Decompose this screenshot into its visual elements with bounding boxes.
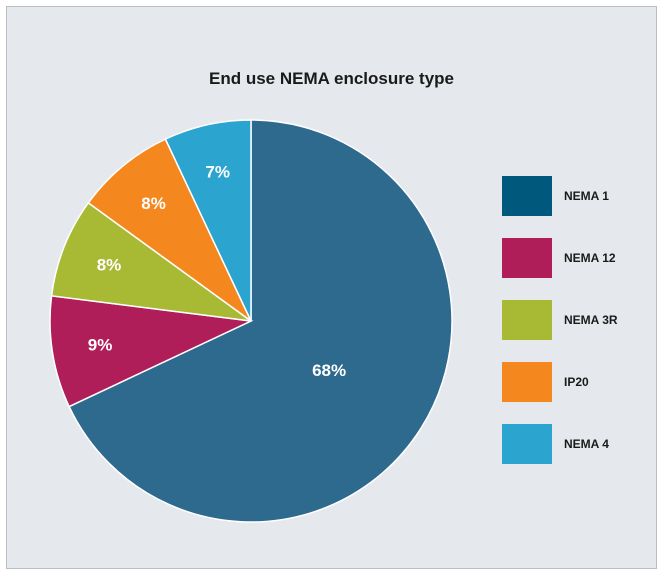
legend-label: NEMA 3R [564, 313, 618, 327]
legend-label: NEMA 4 [564, 437, 609, 451]
legend-item-nema-3r: NEMA 3R [502, 300, 642, 340]
pie-slice-label: 68% [312, 361, 346, 380]
legend-item-ip20: IP20 [502, 362, 642, 402]
legend-item-nema-1: NEMA 1 [502, 176, 642, 216]
pie-slice-label: 8% [141, 194, 166, 213]
legend-swatch-ip20 [502, 362, 552, 402]
legend-label: NEMA 12 [564, 251, 616, 265]
pie-slice-nema-1 [68, 119, 453, 523]
pie-slice-nema-12 [49, 294, 254, 408]
pie-slice-label: 9% [88, 335, 113, 354]
pie-slice-label: 7% [205, 162, 230, 181]
chart-legend: NEMA 1 NEMA 12 NEMA 3R IP20 NEMA 4 [502, 176, 642, 486]
legend-swatch-nema-12 [502, 238, 552, 278]
chart-title: End use NEMA enclosure type [209, 69, 454, 88]
pie-slice-nema-4 [164, 119, 252, 322]
legend-item-nema-4: NEMA 4 [502, 424, 642, 464]
legend-item-nema-12: NEMA 12 [502, 238, 642, 278]
pie-slice-nema-3r [50, 201, 252, 322]
legend-swatch-nema-3r [502, 300, 552, 340]
legend-swatch-nema-1 [502, 176, 552, 216]
pie-slice-label: 8% [97, 255, 122, 274]
legend-swatch-nema-4 [502, 424, 552, 464]
legend-label: NEMA 1 [564, 189, 609, 203]
legend-label: IP20 [564, 375, 589, 389]
pie-slice-ip20 [87, 138, 252, 322]
